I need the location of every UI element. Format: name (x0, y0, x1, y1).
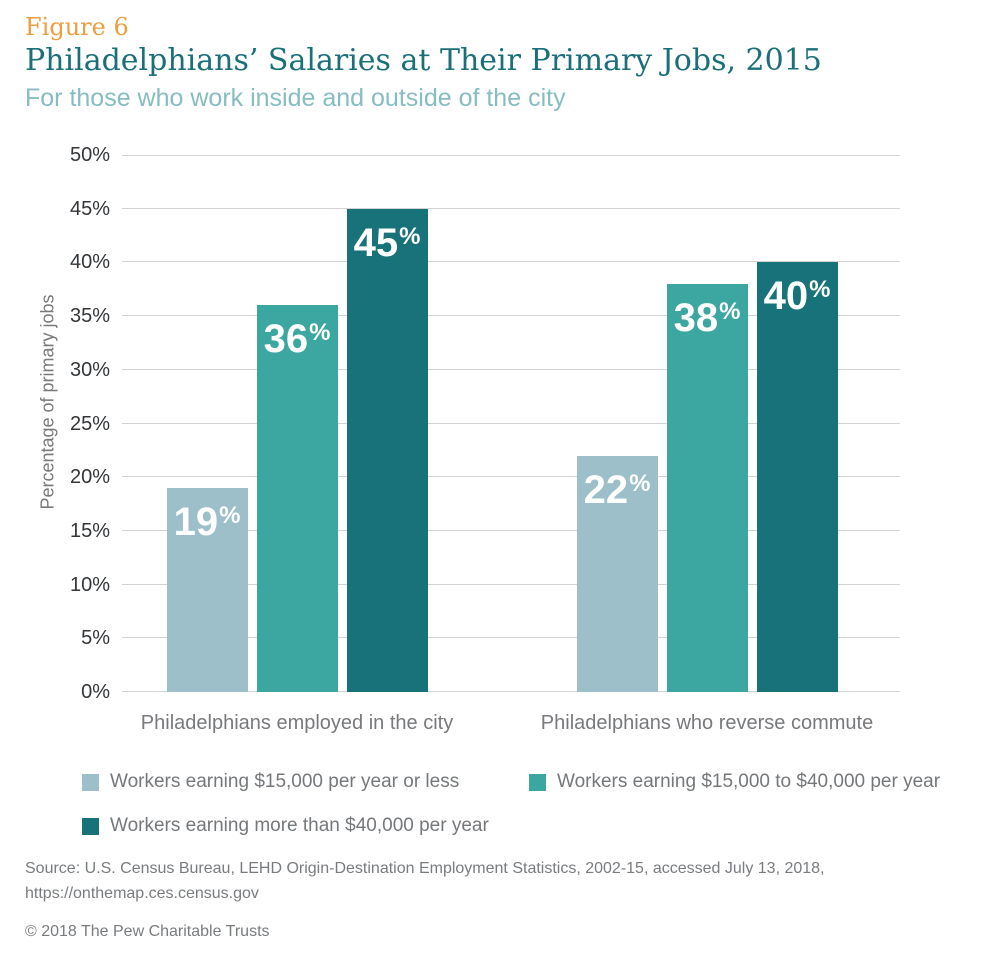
chart-subtitle: For those who work inside and outside of… (25, 84, 566, 112)
copyright: © 2018 The Pew Charitable Trusts (25, 923, 270, 940)
bar-value-label: 36% (257, 305, 338, 359)
gridline (122, 583, 900, 585)
legend-label: Workers earning $15,000 to $40,000 per y… (557, 771, 941, 792)
gridline (122, 637, 900, 639)
bar-value-number: 22 (583, 467, 629, 512)
bar-value-label: 22% (577, 456, 658, 510)
source-note: Source: U.S. Census Bureau, LEHD Origin-… (25, 856, 825, 944)
legend-item: Workers earning $15,000 to $40,000 per y… (529, 771, 940, 793)
gridline (122, 476, 900, 478)
y-tick-label: 20% (69, 466, 110, 489)
bar-value-label: 45% (347, 209, 428, 263)
source-line-1: Source: U.S. Census Bureau, LEHD Origin-… (25, 860, 825, 877)
gridline (122, 691, 900, 692)
bar-value-label: 40% (757, 262, 838, 316)
chart-title: Philadelphians’ Salaries at Their Primar… (25, 43, 822, 78)
y-tick-label: 35% (69, 305, 110, 328)
figure-label: Figure 6 (25, 13, 129, 41)
gridline (122, 207, 900, 209)
bar-value-number: 38 (673, 295, 719, 340)
legend-swatch (82, 817, 99, 835)
source-line-2: https://onthemap.ces.census.gov (25, 885, 259, 902)
x-category-label: Philadelphians employed in the city (140, 712, 454, 734)
y-tick-label: 10% (69, 573, 110, 596)
y-tick-label: 5% (81, 627, 110, 650)
percent-sign: % (399, 222, 421, 250)
bar-value-number: 36 (263, 317, 309, 362)
gridline (122, 529, 900, 531)
legend-swatch (82, 773, 99, 791)
bar-value-number: 45 (353, 220, 399, 265)
percent-sign: % (809, 276, 831, 304)
y-tick-label: 30% (69, 358, 110, 381)
y-tick-label: 25% (69, 412, 110, 435)
y-tick-label: 15% (69, 519, 110, 542)
bar: 19% (166, 487, 248, 692)
bar-value-label: 38% (667, 284, 748, 338)
gridline (122, 155, 900, 156)
y-tick-label: 40% (69, 251, 110, 274)
bar: 38% (666, 283, 748, 692)
y-tick-label: 50% (69, 144, 110, 166)
bar: 45% (346, 208, 428, 692)
bar: 40% (756, 262, 838, 692)
bar-value-number: 19 (173, 499, 219, 544)
percent-sign: % (309, 319, 331, 347)
gridline (122, 422, 900, 424)
bar-value-label: 19% (167, 488, 248, 542)
y-tick-label: 0% (81, 681, 110, 703)
legend-swatch (529, 773, 546, 791)
bar: 36% (256, 305, 338, 692)
plot-area: 19% 36% 45% 22% 38% 40% (122, 155, 900, 692)
y-axis-ticks: 0% 5% 10% 15% 20% 25% 30% 35% 40% 45% 50% (0, 144, 110, 703)
legend-label: Workers earning $15,000 per year or less (110, 771, 460, 792)
gridline (122, 261, 900, 263)
bar-value-number: 40 (763, 274, 809, 319)
legend-item: Workers earning more than $40,000 per ye… (82, 815, 489, 837)
y-tick-label: 45% (69, 197, 110, 220)
legend-item: Workers earning $15,000 per year or less (82, 771, 459, 793)
x-category-label: Philadelphians who reverse commute (540, 712, 874, 734)
percent-sign: % (719, 297, 741, 325)
percent-sign: % (219, 501, 241, 529)
percent-sign: % (629, 469, 651, 497)
gridline (122, 368, 900, 370)
bar: 22% (576, 455, 658, 692)
legend-label: Workers earning more than $40,000 per ye… (110, 815, 489, 836)
gridline (122, 315, 900, 317)
